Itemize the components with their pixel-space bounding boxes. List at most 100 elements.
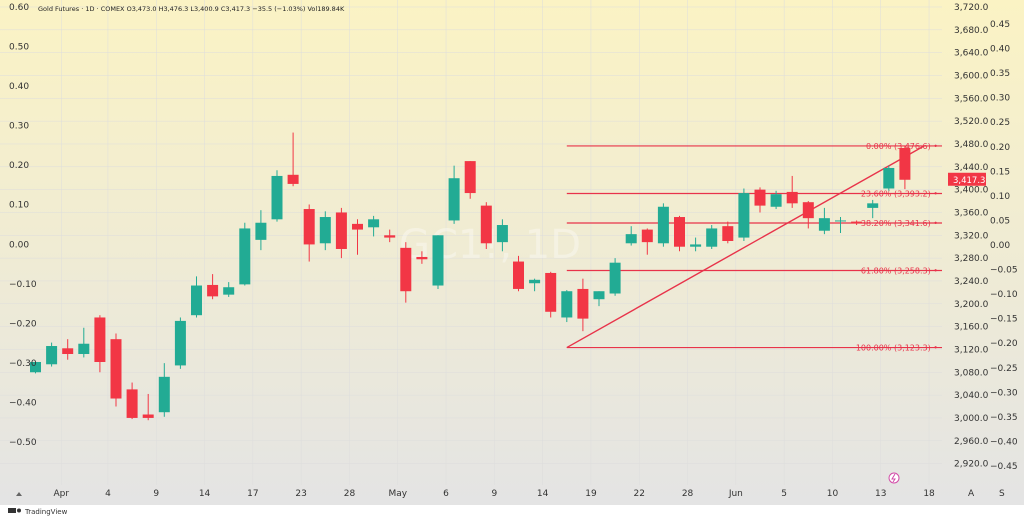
candle-body <box>30 361 41 373</box>
time-tick-label: 5 <box>781 489 787 499</box>
go-to-date-icon[interactable] <box>16 492 22 496</box>
candle <box>384 229 396 243</box>
candle-body <box>835 220 846 222</box>
percent-tick-label: −0.25 <box>990 364 1018 374</box>
left-tick-label: −0.40 <box>9 398 37 408</box>
percent-tick-label: −0.35 <box>990 413 1018 423</box>
candle-body <box>94 317 106 362</box>
candle <box>674 215 685 252</box>
time-tick-label: 14 <box>537 489 549 499</box>
candle <box>561 290 573 323</box>
time-tick-label: 23 <box>295 489 306 499</box>
axis-settings-button[interactable]: S <box>999 489 1005 499</box>
candle-body <box>738 193 750 238</box>
candle <box>738 188 750 241</box>
tradingview-logo[interactable]: TradingView <box>8 508 68 516</box>
price-axis[interactable]: 3,720.0 3,680.0 3,640.0 3,600.0 3,560.0 3,520… <box>954 3 989 470</box>
candle <box>432 235 444 289</box>
percent-tick-label: 0.15 <box>990 167 1010 177</box>
candle-body <box>561 291 573 318</box>
left-tick-label: 0.20 <box>9 161 29 171</box>
left-tick-label: −0.50 <box>9 438 37 448</box>
candle-body <box>480 205 492 244</box>
lightning-icon[interactable] <box>888 472 900 484</box>
left-tick-label: 0.00 <box>9 240 29 250</box>
candle <box>46 342 58 367</box>
candle-body <box>867 203 879 208</box>
candle-body <box>464 161 476 194</box>
header-symbol: Gold Futures <box>38 5 80 13</box>
price-tick-label: 3,400.0 <box>954 186 989 196</box>
candle-body <box>706 228 718 247</box>
candle <box>754 187 766 213</box>
candle <box>30 361 41 374</box>
candle <box>126 382 138 420</box>
candle-body <box>416 256 428 260</box>
candle <box>335 207 347 259</box>
candle-body <box>126 389 138 418</box>
fib-level-label: 38.20% (3,341.6) • <box>861 219 938 228</box>
percent-tick-label: −0.05 <box>990 266 1018 276</box>
candle-body <box>287 174 299 184</box>
header-exchange: COMEX <box>101 5 125 13</box>
candle-body <box>802 202 814 219</box>
candle-body <box>593 291 605 300</box>
left-tick-label: −0.30 <box>9 359 37 369</box>
price-tick-label: 3,280.0 <box>954 254 989 264</box>
candle <box>448 165 460 224</box>
candle-body <box>883 167 895 189</box>
candle-body <box>384 235 396 238</box>
candle-body <box>62 348 74 355</box>
candle <box>818 207 830 235</box>
candle <box>255 210 267 251</box>
candle-body <box>255 222 267 240</box>
candle-body <box>496 225 508 243</box>
candle-body <box>609 262 621 294</box>
candle-body <box>577 288 589 319</box>
candle-body <box>770 194 782 207</box>
left-tick-label: 0.10 <box>9 201 29 211</box>
fib-level-label: 23.60% (3,393.2) • <box>861 190 938 199</box>
candle <box>368 215 380 237</box>
price-tick-label: 3,000.0 <box>954 414 989 424</box>
time-axis[interactable]: Apr 4 9 14 17 23 28 May 6 9 14 19 22 28 Jun 5 10 13 18 <box>53 489 935 499</box>
candle <box>464 161 476 199</box>
candle-body <box>722 226 734 241</box>
left-tick-label: −0.10 <box>9 280 37 290</box>
candle-body <box>545 272 557 312</box>
candle <box>223 282 235 297</box>
header-ohlc: O3,473.0 H3,476.3 L3,400.9 C3,417.3 −35.… <box>127 5 345 13</box>
left-tick-label: −0.20 <box>9 319 37 329</box>
price-tick-label: 3,160.0 <box>954 323 989 333</box>
fib-trendline[interactable] <box>566 145 925 349</box>
candle <box>657 203 669 247</box>
percent-tick-label: 0.40 <box>990 45 1010 55</box>
candle <box>883 165 895 191</box>
price-tick-label: 2,960.0 <box>954 437 989 447</box>
fib-level-label: 61.80% (3,258.3) • <box>861 267 938 276</box>
time-tick-label: May <box>388 489 407 499</box>
candle-body <box>818 218 830 231</box>
axis-auto-scale-button[interactable]: A <box>968 489 975 499</box>
price-tick-label: 3,720.0 <box>954 3 989 13</box>
candle <box>496 219 508 252</box>
price-tick-label: 3,600.0 <box>954 71 989 81</box>
candle-body <box>657 206 669 244</box>
percent-axis[interactable]: 0.45 0.40 0.35 0.30 0.25 0.20 0.15 0.10 0.05 0.00… <box>990 20 1018 472</box>
percent-tick-label: 0.20 <box>990 143 1010 153</box>
percent-tick-label: 0.05 <box>990 216 1010 226</box>
left-tick-label: 0.60 <box>9 3 29 13</box>
time-tick-label: 17 <box>247 489 258 499</box>
candle-body <box>625 234 637 244</box>
left-tick-label: 0.30 <box>9 122 29 132</box>
candle-body <box>207 284 219 297</box>
chart-header: Gold Futures · 1D · COMEX O3,473.0 H3,47… <box>38 5 345 13</box>
candle-body <box>142 414 154 418</box>
svg-text:S: S <box>999 489 1005 499</box>
price-tick-label: 3,480.0 <box>954 140 989 150</box>
fib-retracement[interactable]: 0.00% (3,476.6) • 23.60% (3,393.2) • 38.20… <box>566 142 942 353</box>
candle-body <box>158 376 170 413</box>
candle-body <box>400 247 412 292</box>
candle <box>174 317 186 369</box>
